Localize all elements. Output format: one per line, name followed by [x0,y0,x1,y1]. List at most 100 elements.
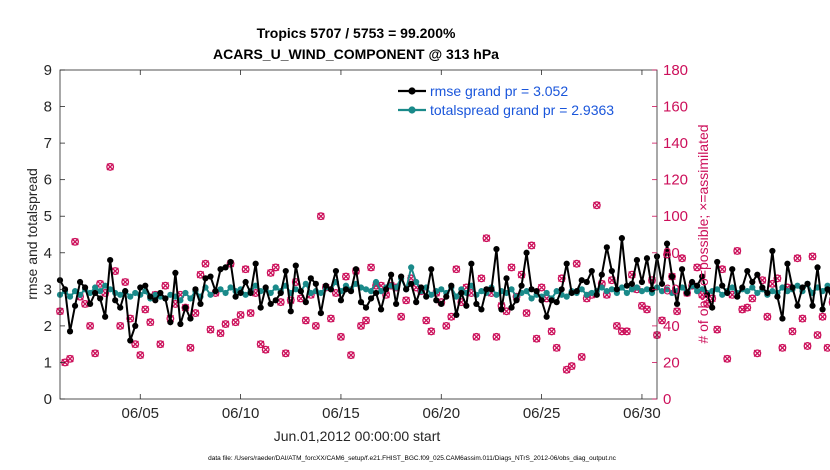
rmse-point [583,278,590,286]
obs-possible-marker [472,332,481,341]
obs-possible-marker [206,325,215,334]
totalspread-point [729,284,736,291]
obs-possible-marker [326,314,335,323]
rmse-point [408,280,415,287]
y-tick-label-right: 80 [663,245,680,262]
obs-assimilated-marker [196,271,205,279]
rmse-point [779,315,786,322]
obs-possible-marker [748,294,757,303]
obs-assimilated-marker [156,340,164,348]
totalspread-point [132,289,139,297]
totalspread-point [528,295,535,302]
rmse-point [117,304,124,311]
x-tick-label: 06/30 [623,405,661,422]
left-axis: 0 1 2 3 4 5 6 7 8 9 [44,62,65,408]
obs-assimilated-marker [472,333,481,341]
obs-possible-marker [477,274,486,283]
rmse-point [272,297,279,304]
totalspread-point [714,286,721,293]
legend: rmse grand pr = 3.052 totalspread grand … [398,83,614,118]
rmse-point [102,313,109,320]
obs-assimilated-marker [71,238,79,246]
rmse-point [202,275,209,282]
obs-assimilated-marker [733,247,741,255]
obs-assimilated-marker [763,313,772,321]
obs-assimilated-marker [492,333,501,341]
x-tick-label: 06/05 [121,405,159,422]
rmse-point [463,302,470,309]
y-tick-label-left: 5 [44,208,52,225]
rmse-point [418,284,425,291]
rmse-point [754,271,761,278]
y-tick-label-right: 180 [663,62,688,79]
right-axis: 0 20 40 60 80 100 120 140 160 180 [652,62,688,408]
obs-assimilated-marker [643,305,651,314]
series-layer [56,235,830,344]
rmse-point [633,256,641,264]
obs-possible-marker [562,365,571,374]
obs-assimilated-marker [106,163,114,171]
y-tick-label-left: 0 [44,391,52,408]
rmse-point [684,289,691,297]
totalspread-point [623,289,630,297]
rmse-point [247,289,254,297]
totalspread-point [127,293,134,300]
rmse-point [809,302,816,309]
obs-possible-marker [121,278,130,286]
rmse-point [292,262,299,269]
totalspread-point [658,288,666,295]
rmse-point [518,282,525,289]
obs-possible-marker [572,259,581,268]
rmse-point [648,286,656,293]
rmse-point [458,289,465,297]
rmse-point [598,271,605,278]
rmse-point [538,297,545,304]
chart-title-line1: Tropics 5707 / 5753 = 99.200% [257,25,456,41]
obs-assimilated-marker [547,327,556,336]
obs-assimilated-marker [823,344,830,352]
obs-possible-marker [678,254,687,263]
rmse-point [347,288,355,295]
rmse-point [638,278,646,286]
rmse-point [704,291,711,298]
y-tick-label-left: 4 [44,245,52,262]
rmse-point [528,286,535,293]
obs-assimilated-marker [442,322,450,330]
totalspread-point [638,288,646,295]
rmse-point [242,278,249,286]
rmse-point [172,269,179,276]
y-tick-label-left: 6 [44,172,52,189]
obs-possible-marker [342,272,350,281]
obs-possible-marker [266,268,275,277]
obs-assimilated-marker [347,351,355,359]
obs-possible-marker [357,321,365,330]
rmse-point [719,282,726,289]
totalspread-point [117,291,124,298]
obs-possible-marker [66,354,74,363]
obs-possible-marker [527,241,536,250]
totalspread-point [438,286,445,293]
obs-assimilated-marker [527,241,536,250]
rmse-point [428,266,435,273]
obs-possible-marker [241,265,250,274]
obs-assimilated-marker [201,260,210,268]
rmse-point [503,275,510,282]
obs-assimilated-marker [337,333,345,341]
obs-assimilated-marker [788,327,797,336]
obs-assimilated-marker [91,349,99,357]
rmse-point [759,284,766,291]
rmse-point [453,311,460,319]
totalspread-point [307,289,314,297]
totalspread-point [97,288,104,295]
totalspread-point [583,291,590,298]
obs-possible-marker [236,310,245,319]
totalspread-point [478,288,485,295]
rmse-point [478,306,485,313]
totalspread-point [588,289,595,297]
obs-assimilated-marker [397,313,405,321]
rmse-point [107,256,114,264]
rmse-point [794,302,801,309]
rmse-point [287,308,294,315]
rmse-point [473,300,480,308]
rmse-point [357,299,365,306]
